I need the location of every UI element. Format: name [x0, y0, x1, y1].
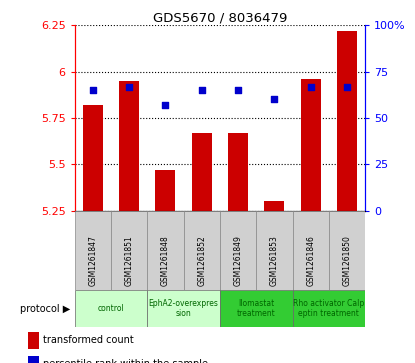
Bar [220, 211, 256, 290]
Text: EphA2-overexpres
sion: EphA2-overexpres sion [149, 299, 219, 318]
Bar [329, 211, 365, 290]
Point [90, 87, 96, 93]
Bar [293, 290, 365, 327]
Text: GSM1261853: GSM1261853 [270, 236, 279, 286]
Bar [256, 211, 293, 290]
Bar [228, 133, 248, 211]
Bar [264, 201, 284, 211]
Bar [28, 356, 39, 363]
Bar [75, 211, 111, 290]
Bar [293, 211, 329, 290]
Text: GSM1261852: GSM1261852 [197, 236, 206, 286]
Bar [83, 105, 103, 211]
Point [271, 97, 278, 102]
Text: Ilomastat
treatment: Ilomastat treatment [237, 299, 276, 318]
Text: GSM1261846: GSM1261846 [306, 236, 315, 286]
Bar [220, 290, 293, 327]
Bar [147, 290, 220, 327]
Point [344, 83, 350, 89]
Bar [183, 211, 220, 290]
Point [198, 87, 205, 93]
Text: transformed count: transformed count [43, 335, 134, 346]
Point [308, 83, 314, 89]
Text: GSM1261848: GSM1261848 [161, 236, 170, 286]
Text: control: control [98, 304, 124, 313]
Bar [111, 211, 147, 290]
Point [162, 102, 169, 108]
Text: GSM1261847: GSM1261847 [88, 236, 98, 286]
Bar [147, 211, 183, 290]
Text: protocol ▶: protocol ▶ [20, 303, 71, 314]
Point [126, 83, 132, 89]
Bar [301, 79, 321, 211]
Point [235, 87, 242, 93]
Bar [337, 31, 357, 211]
Text: GSM1261849: GSM1261849 [234, 236, 243, 286]
Title: GDS5670 / 8036479: GDS5670 / 8036479 [153, 11, 287, 24]
Text: GSM1261851: GSM1261851 [124, 236, 134, 286]
Bar [75, 290, 147, 327]
Text: percentile rank within the sample: percentile rank within the sample [43, 359, 208, 363]
Bar [156, 170, 176, 211]
Text: Rho activator Calp
eptin treatment: Rho activator Calp eptin treatment [293, 299, 364, 318]
Bar [119, 81, 139, 211]
Bar [192, 133, 212, 211]
Text: GSM1261850: GSM1261850 [342, 236, 352, 286]
Bar [28, 332, 39, 349]
